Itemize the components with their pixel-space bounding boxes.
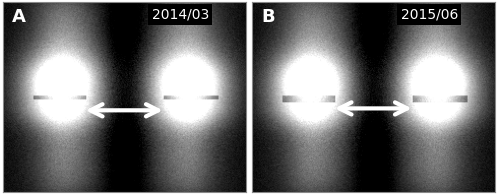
Text: A: A [12,8,26,26]
Text: 2015/06: 2015/06 [400,8,458,22]
Text: B: B [261,8,275,26]
Text: 2014/03: 2014/03 [152,8,209,22]
